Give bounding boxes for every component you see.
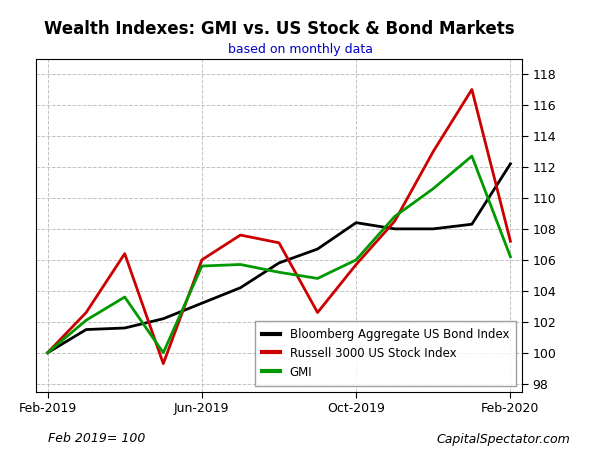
Text: Feb 2019= 100: Feb 2019= 100 [48,432,145,446]
Text: based on monthly data: based on monthly data [227,43,373,56]
Title: Wealth Indexes: GMI vs. US Stock & Bond Markets: Wealth Indexes: GMI vs. US Stock & Bond … [44,19,514,37]
Legend: Bloomberg Aggregate US Bond Index, Russell 3000 US Stock Index, GMI: Bloomberg Aggregate US Bond Index, Russe… [255,320,516,386]
Text: CapitalSpectator.com: CapitalSpectator.com [436,432,570,446]
